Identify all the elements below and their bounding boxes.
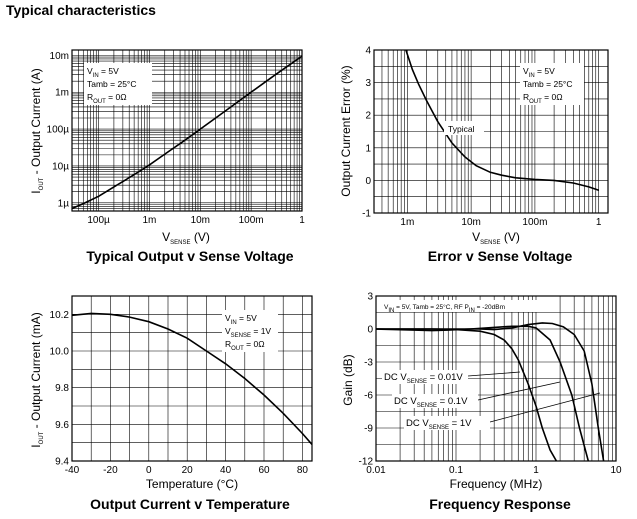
chart-caption: Output Current v Temperature (90, 496, 290, 512)
x-tick-label: 0 (146, 465, 152, 476)
series-name-label: DC VSENSE = 1V (406, 418, 472, 431)
y-axis-label: Output Current Error (%) (339, 65, 353, 196)
series-line-1 (405, 50, 599, 191)
page-title: Typical characteristics (6, 2, 156, 18)
y-axis-label: IOUT - Output Current (mA) (29, 312, 45, 447)
annotation-box (84, 63, 152, 105)
leader-line (467, 371, 521, 377)
series-line-2 (376, 325, 590, 461)
chart-4: 0.01 0.1 1 10 -12 -9 -6 -3 0 3 Frequency (MHz) Gain… (341, 292, 622, 513)
annotation-line: VIN = 5V (225, 313, 257, 326)
series-name-bg (392, 394, 478, 408)
y-tick-label: 1 (365, 143, 371, 154)
x-tick-label: 100µ (87, 215, 110, 226)
leader-line (489, 392, 601, 423)
y-tick-label: -12 (359, 457, 374, 468)
series-line-3 (376, 328, 558, 461)
y-tick-label: 10.2 (50, 310, 70, 321)
x-tick-label: 1 (596, 217, 602, 228)
x-tick-label: 10 (610, 465, 622, 476)
x-tick-label: 0.1 (449, 465, 463, 476)
x-tick-label: 60 (258, 465, 270, 476)
annotation-line: VIN = 5V (87, 66, 119, 79)
chart-1: 100µ 1m 10m 100m 1 1µ 10µ 100µ 1m 10m VIN = 5VTamb… (29, 49, 305, 264)
y-tick-label: 10µ (52, 161, 69, 172)
y-axis-label: Gain (dB) (341, 354, 355, 405)
plot-frame (71, 295, 313, 462)
y-tick-label: 0 (367, 325, 373, 336)
y-tick-label: 10.0 (50, 347, 70, 358)
x-tick-label: 10m (461, 217, 480, 228)
plot-frame (375, 295, 617, 462)
chart-caption: Typical Output v Sense Voltage (86, 248, 293, 264)
x-tick-label: 20 (182, 465, 194, 476)
annotation-box (222, 310, 278, 352)
x-tick-label: 80 (297, 465, 309, 476)
annotation-line: ROUT = 0Ω (523, 92, 563, 105)
header-note: VIN = 5V, Tamb = 25°C, RF PIN = -20dBm (384, 303, 505, 314)
x-tick-label: 40 (220, 465, 232, 476)
plot-frame (373, 49, 609, 214)
y-tick-label: 2 (365, 111, 371, 122)
y-tick-label: -9 (364, 424, 373, 435)
x-tick-label: 1 (533, 465, 539, 476)
annotation-line: Tamb = 25°C (523, 79, 572, 89)
annotation-line: ROUT = 0Ω (87, 92, 127, 105)
series-line-1 (376, 322, 605, 461)
y-axis-label: IOUT - Output Current (A) (29, 68, 45, 193)
x-tick-label: -20 (103, 465, 118, 476)
grid (71, 50, 303, 212)
y-tick-label: 1µ (58, 198, 70, 209)
leader-line (477, 381, 561, 401)
annotation-box (520, 63, 584, 105)
x-tick-label: 0.01 (366, 465, 386, 476)
y-tick-label: 3 (365, 78, 371, 89)
x-axis-label: Frequency (MHz) (450, 477, 543, 491)
series-name-bg (382, 370, 468, 384)
annotation-line: Tamb = 25°C (87, 79, 136, 89)
series-label-bg (444, 121, 484, 135)
chart-3: -40 -20 0 20 40 60 80 9.4 9.6 9.8 10.0 10.2 VIN = 5V… (29, 295, 313, 512)
y-tick-label: -3 (364, 358, 373, 369)
series-label: Typical (448, 124, 475, 134)
y-tick-label: -6 (364, 391, 373, 402)
header-note-bg (380, 300, 538, 312)
y-tick-label: 9.8 (55, 383, 69, 394)
chart-caption: Frequency Response (429, 496, 571, 512)
series-name-bg (404, 416, 490, 430)
x-axis-label: Temperature (°C) (146, 477, 238, 491)
x-tick-label: 100m (522, 217, 547, 228)
x-tick-label: 10m (191, 215, 210, 226)
series-name-label: DC VSENSE = 0.1V (394, 396, 468, 409)
x-tick-label: -40 (65, 465, 80, 476)
series-line-1 (72, 312, 312, 446)
plot-frame (71, 49, 303, 212)
x-tick-label: 100m (239, 215, 264, 226)
annotation-line: VIN = 5V (523, 66, 555, 79)
y-tick-label: 100µ (47, 125, 70, 136)
annotation-line: ROUT = 0Ω (225, 339, 265, 352)
y-tick-label: 9.6 (55, 420, 69, 431)
x-axis-label: VSENSE (V) (472, 230, 520, 246)
x-tick-label: 1m (400, 217, 414, 228)
x-tick-label: 1 (299, 215, 305, 226)
series-name-label: DC VSENSE = 0.01V (384, 372, 463, 385)
x-tick-label: 1m (142, 215, 156, 226)
y-tick-label: 3 (367, 292, 373, 303)
y-tick-label: 1m (55, 88, 69, 99)
series-line-1 (72, 55, 302, 210)
y-tick-label: -1 (362, 209, 371, 220)
y-tick-label: 10m (50, 51, 69, 62)
chart-caption: Error v Sense Voltage (428, 248, 573, 264)
annotation-line: VSENSE = 1V (225, 326, 271, 339)
y-tick-label: 4 (365, 46, 371, 57)
y-tick-label: 9.4 (55, 457, 69, 468)
x-axis-label: VSENSE (V) (162, 230, 210, 246)
y-tick-label: 0 (365, 176, 371, 187)
